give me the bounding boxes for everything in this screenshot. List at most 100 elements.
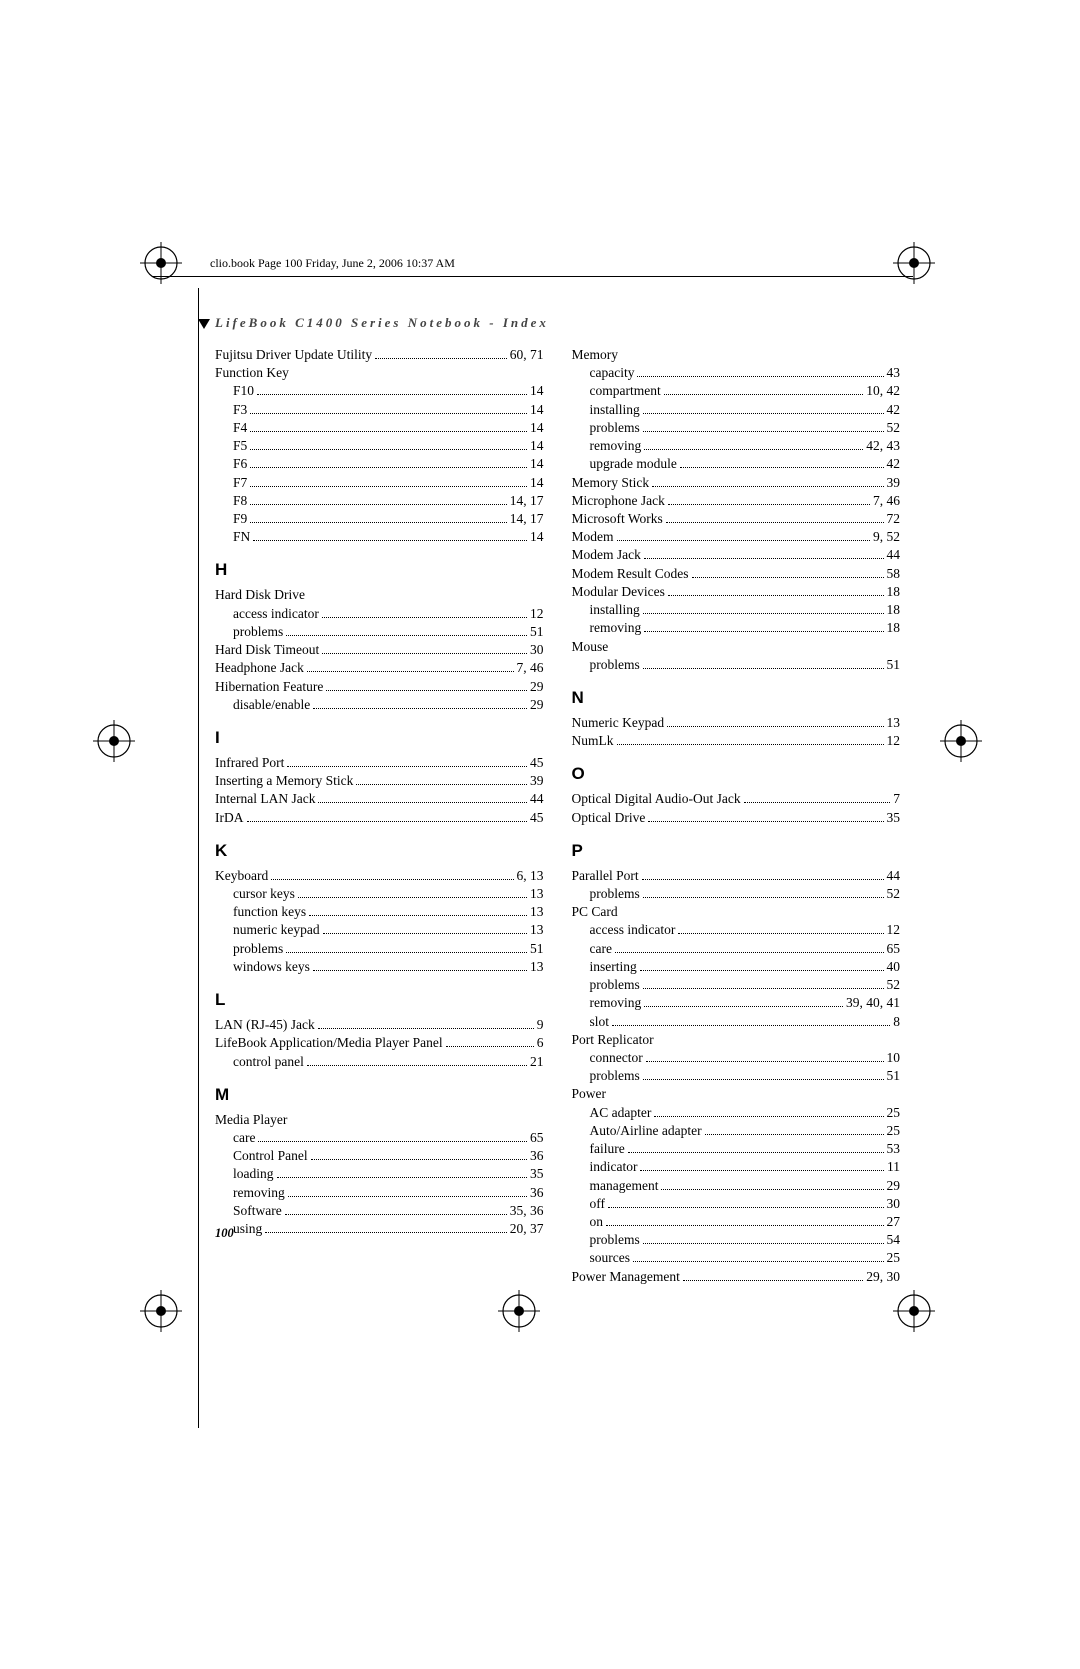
index-entry: removing36 bbox=[215, 1184, 544, 1202]
index-page-refs: 14 bbox=[530, 419, 544, 437]
index-entry: F814, 17 bbox=[215, 492, 544, 510]
title-arrow-icon bbox=[198, 318, 210, 330]
index-term: F5 bbox=[233, 437, 247, 455]
index-entry: Parallel Port44 bbox=[572, 867, 901, 885]
index-term: Modem Jack bbox=[572, 546, 641, 564]
index-term: Numeric Keypad bbox=[572, 714, 665, 732]
index-letter-heading: K bbox=[215, 841, 544, 861]
registration-mark-icon bbox=[940, 720, 982, 762]
index-term: PC Card bbox=[572, 903, 618, 921]
index-page-refs: 42 bbox=[887, 455, 901, 473]
index-page-refs: 9 bbox=[537, 1016, 544, 1034]
index-page-refs: 42 bbox=[887, 401, 901, 419]
leader-dots bbox=[643, 405, 884, 414]
index-term: Modem Result Codes bbox=[572, 565, 689, 583]
leader-dots bbox=[628, 1144, 884, 1153]
index-page-refs: 25 bbox=[887, 1104, 901, 1122]
index-term: Power Management bbox=[572, 1268, 680, 1286]
index-page-refs: 25 bbox=[887, 1249, 901, 1267]
index-letter-heading: O bbox=[572, 764, 901, 784]
leader-dots bbox=[313, 962, 527, 971]
index-entry: Modem9, 52 bbox=[572, 528, 901, 546]
index-entry: Hard Disk Timeout30 bbox=[215, 641, 544, 659]
leader-dots bbox=[606, 1217, 884, 1226]
index-page-refs: 51 bbox=[887, 656, 901, 674]
index-entry: F714 bbox=[215, 474, 544, 492]
leader-dots bbox=[286, 944, 527, 953]
section-title: LifeBook C1400 Series Notebook - Index bbox=[215, 315, 549, 331]
index-entry: installing 42 bbox=[572, 401, 901, 419]
leader-dots bbox=[277, 1169, 528, 1178]
index-column-left: Fujitsu Driver Update Utility60, 71Funct… bbox=[215, 346, 544, 1286]
index-term: problems bbox=[590, 885, 640, 903]
index-letter-heading: M bbox=[215, 1085, 544, 1105]
index-entry: using20, 37 bbox=[215, 1220, 544, 1238]
index-page-refs: 52 bbox=[887, 976, 901, 994]
leader-dots bbox=[446, 1038, 534, 1047]
leader-dots bbox=[318, 794, 527, 803]
index-term: Headphone Jack bbox=[215, 659, 304, 677]
index-term: F7 bbox=[233, 474, 247, 492]
index-page-refs: 14, 17 bbox=[510, 510, 544, 528]
index-page-refs: 29 bbox=[530, 696, 544, 714]
index-entry: slot8 bbox=[572, 1013, 901, 1031]
index-term: problems bbox=[590, 1231, 640, 1249]
leader-dots bbox=[257, 386, 527, 395]
index-term: AC adapter bbox=[590, 1104, 652, 1122]
index-term: Microsoft Works bbox=[572, 510, 663, 528]
index-columns: Fujitsu Driver Update Utility60, 71Funct… bbox=[215, 346, 900, 1286]
index-entry: FN14 bbox=[215, 528, 544, 546]
index-term: Hard Disk Drive bbox=[215, 586, 305, 604]
leader-dots bbox=[311, 1151, 527, 1160]
index-page-refs: 14 bbox=[530, 455, 544, 473]
index-term: removing bbox=[590, 994, 642, 1012]
leader-dots bbox=[313, 700, 527, 709]
index-page-refs: 72 bbox=[887, 510, 901, 528]
index-term: Keyboard bbox=[215, 867, 268, 885]
index-entry: control panel21 bbox=[215, 1053, 544, 1071]
index-page-refs: 12 bbox=[530, 605, 544, 623]
index-term: installing bbox=[590, 401, 640, 419]
index-entry: Headphone Jack7, 46 bbox=[215, 659, 544, 677]
index-entry: Hard Disk Drive bbox=[215, 586, 544, 604]
leader-dots bbox=[250, 496, 506, 505]
leader-dots bbox=[664, 386, 864, 395]
index-entry: failure53 bbox=[572, 1140, 901, 1158]
index-entry: Function Key bbox=[215, 364, 544, 382]
index-term: cursor keys bbox=[233, 885, 295, 903]
index-entry: Modem Jack44 bbox=[572, 546, 901, 564]
index-entry: LifeBook Application/Media Player Panel6 bbox=[215, 1034, 544, 1052]
index-page-refs: 29 bbox=[887, 1177, 901, 1195]
index-entry: problems 52 bbox=[572, 885, 901, 903]
index-entry: PC Card bbox=[572, 903, 901, 921]
index-entry: installing18 bbox=[572, 601, 901, 619]
index-page-refs: 13 bbox=[530, 885, 544, 903]
index-entry: Inserting a Memory Stick39 bbox=[215, 772, 544, 790]
leader-dots bbox=[661, 1180, 883, 1189]
index-page-refs: 18 bbox=[887, 601, 901, 619]
index-page-refs: 45 bbox=[530, 809, 544, 827]
leader-dots bbox=[356, 776, 527, 785]
leader-dots bbox=[285, 1206, 507, 1215]
index-page-refs: 52 bbox=[887, 885, 901, 903]
leader-dots bbox=[678, 925, 883, 934]
index-entry: inserting40 bbox=[572, 958, 901, 976]
index-entry: Fujitsu Driver Update Utility60, 71 bbox=[215, 346, 544, 364]
index-page-refs: 13 bbox=[887, 714, 901, 732]
index-term: FN bbox=[233, 528, 250, 546]
index-entry: Port Replicator bbox=[572, 1031, 901, 1049]
index-entry: F614 bbox=[215, 455, 544, 473]
index-entry: management29 bbox=[572, 1177, 901, 1195]
leader-dots bbox=[643, 1071, 884, 1080]
index-page-refs: 29 bbox=[530, 678, 544, 696]
index-entry: problems51 bbox=[215, 940, 544, 958]
index-page-refs: 9, 52 bbox=[873, 528, 900, 546]
index-term: Inserting a Memory Stick bbox=[215, 772, 353, 790]
index-page-refs: 13 bbox=[530, 903, 544, 921]
index-entry: Modular Devices18 bbox=[572, 583, 901, 601]
registration-mark-icon bbox=[893, 1290, 935, 1332]
leader-dots bbox=[287, 758, 527, 767]
index-page-refs: 20, 37 bbox=[510, 1220, 544, 1238]
index-entry: problems51 bbox=[215, 623, 544, 641]
index-term: slot bbox=[590, 1013, 610, 1031]
